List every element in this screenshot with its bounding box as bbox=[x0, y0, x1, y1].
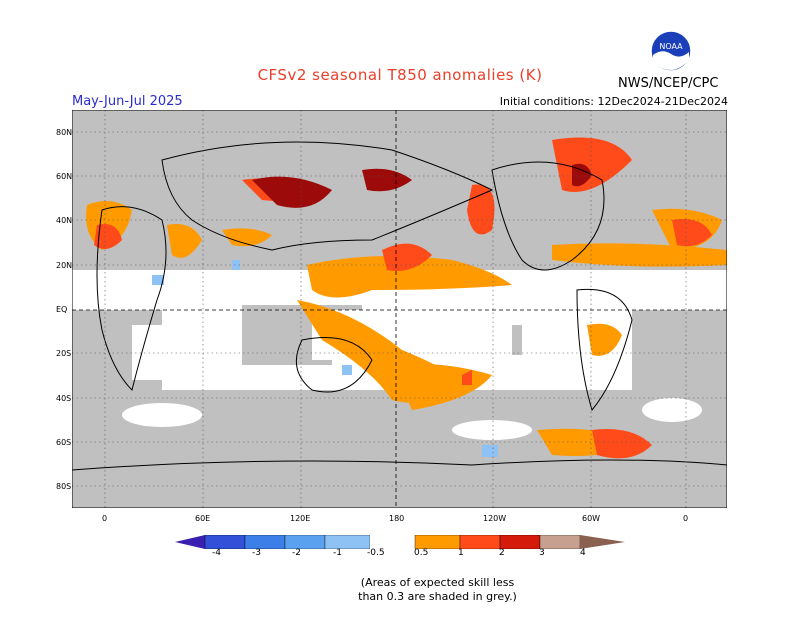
noaa-logo: NOAA bbox=[650, 30, 692, 72]
colorbar-label: -1 bbox=[333, 548, 342, 558]
colorbar-label: 4 bbox=[580, 548, 586, 558]
lon-label: 0 bbox=[102, 514, 108, 523]
colorbar-label: -3 bbox=[252, 548, 261, 558]
lon-label: 120W bbox=[483, 514, 507, 523]
lat-label: 40N bbox=[56, 216, 73, 225]
colorbar-label: 0.5 bbox=[414, 548, 429, 558]
lon-label: 120E bbox=[290, 514, 311, 523]
lon-label: 0 bbox=[683, 514, 689, 523]
warm-anomaly-2-3 bbox=[252, 163, 592, 208]
lat-label: 60N bbox=[56, 172, 73, 181]
lat-label: 60S bbox=[56, 438, 72, 447]
lon-label: 60E bbox=[195, 514, 211, 523]
equator-dateline bbox=[72, 110, 727, 508]
lon-label: 60W bbox=[582, 514, 601, 523]
colorbar-label: 2 bbox=[499, 548, 505, 558]
colorbar-arrow-low bbox=[175, 535, 205, 549]
cool-anomaly-regions bbox=[152, 260, 498, 457]
colorbar bbox=[175, 535, 625, 549]
lat-label: EQ bbox=[56, 305, 68, 314]
skill-note-line2: than 0.3 are shaded in grey.) bbox=[358, 590, 517, 603]
map-title: CFSv2 seasonal T850 anomalies (K) bbox=[257, 66, 543, 84]
agency-label: NWS/NCEP/CPC bbox=[618, 76, 719, 91]
colorbar-arrow-high bbox=[580, 535, 625, 549]
logo-text: NOAA bbox=[659, 42, 683, 51]
lon-label: 180 bbox=[389, 514, 405, 523]
coastlines bbox=[72, 141, 727, 471]
lat-label: 80S bbox=[56, 482, 72, 491]
skill-note-line1: (Areas of expected skill less bbox=[360, 576, 515, 589]
colorbar-label: -0.5 bbox=[367, 548, 385, 558]
season-label: May-Jun-Jul 2025 bbox=[72, 94, 183, 109]
initial-conditions-label: Initial conditions: 12Dec2024-21Dec2024 bbox=[499, 95, 728, 108]
lat-label: 20N bbox=[56, 261, 73, 270]
colorbar-label: 3 bbox=[539, 548, 545, 558]
lat-label: 40S bbox=[56, 394, 72, 403]
skill-note: (Areas of expected skill less than 0.3 a… bbox=[0, 576, 800, 604]
colorbar-label: -4 bbox=[212, 548, 221, 558]
anomaly-map bbox=[72, 110, 727, 508]
lat-label: 80N bbox=[56, 128, 73, 137]
colorbar-label: -2 bbox=[292, 548, 301, 558]
lat-lon-grid bbox=[72, 110, 727, 508]
colorbar-label: 1 bbox=[458, 548, 464, 558]
lat-label: 20S bbox=[56, 349, 72, 358]
